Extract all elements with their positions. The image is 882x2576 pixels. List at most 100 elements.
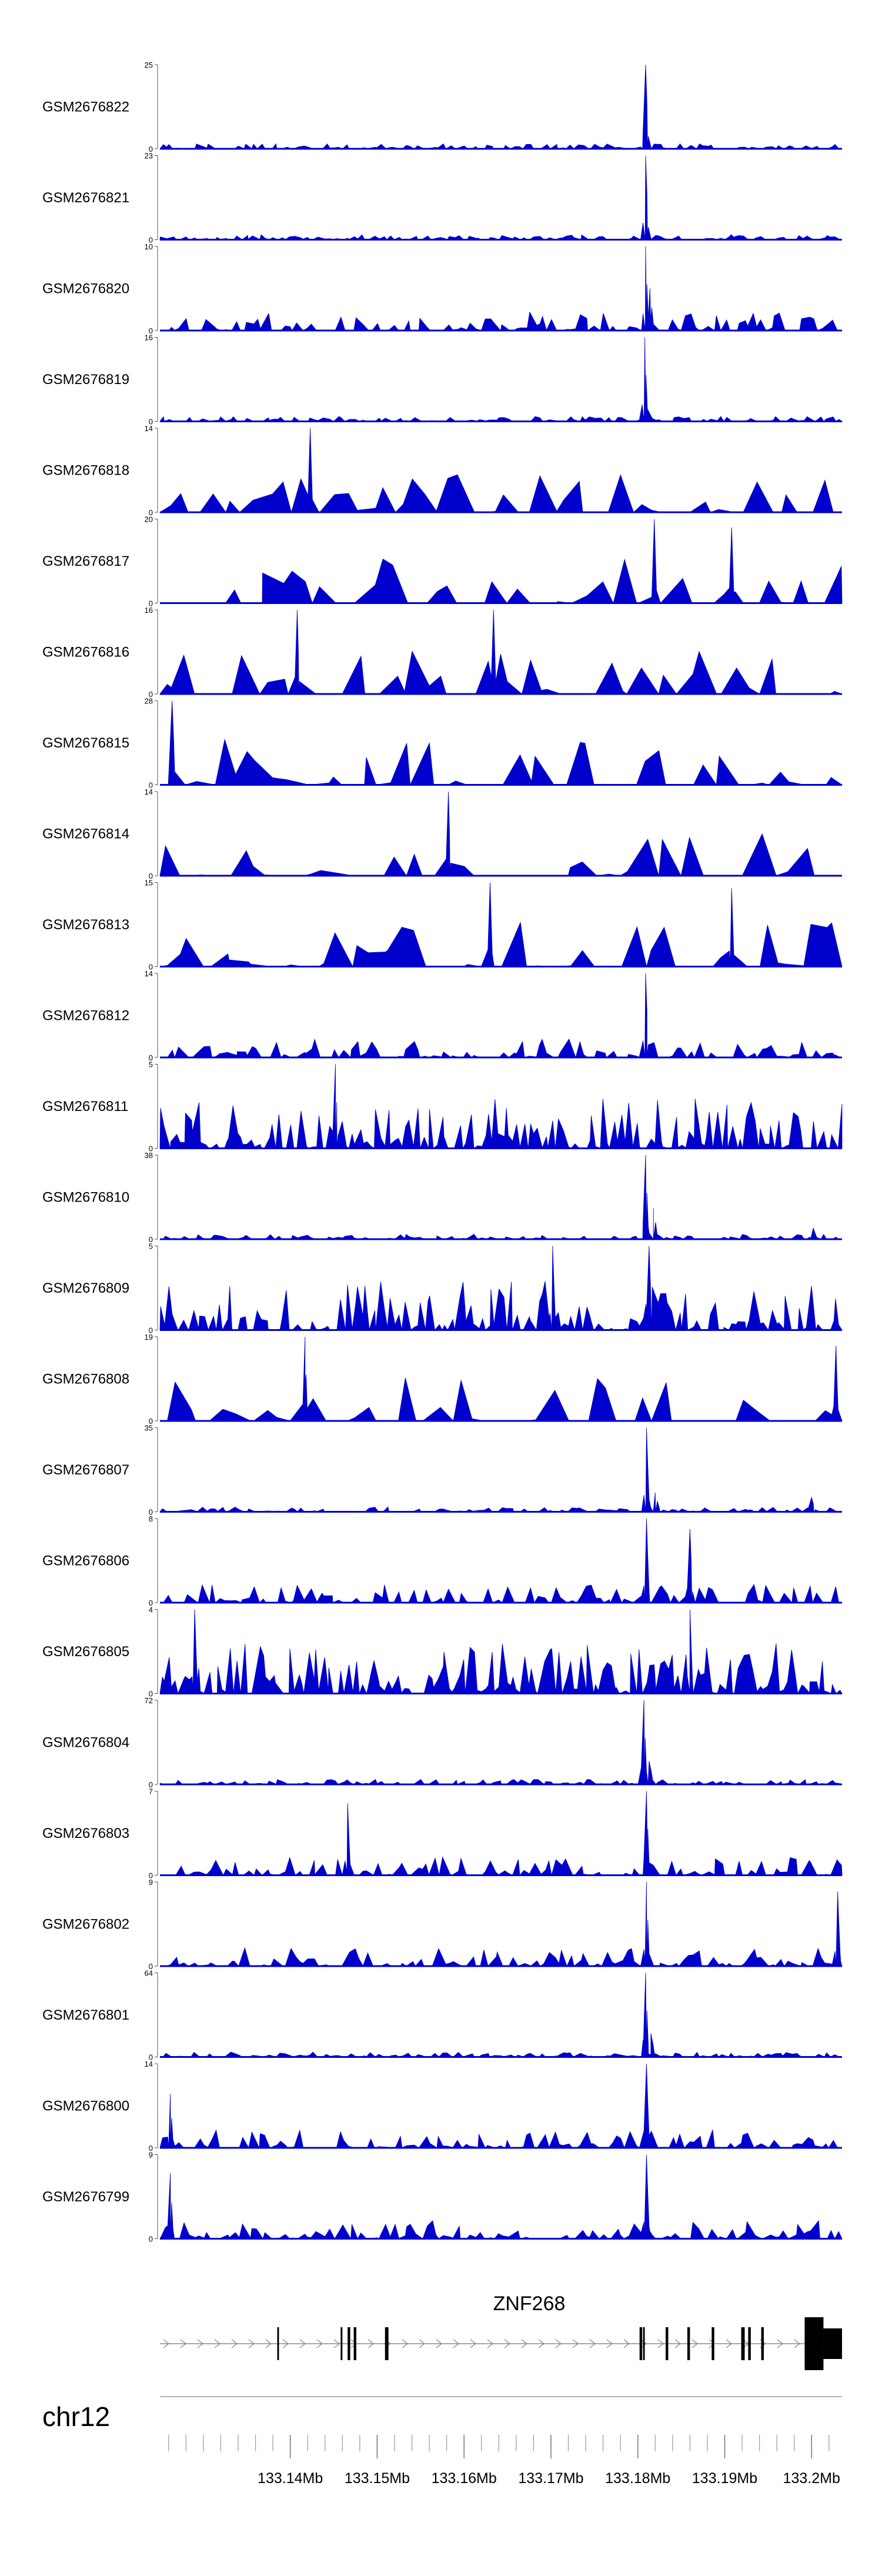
track-GSM2676800: GSM2676800 14 0 [42,2060,842,2153]
track-GSM2676805: GSM2676805 4 0 [42,1606,843,1699]
track-label: GSM2676804 [42,1735,129,1751]
strand-arrow [470,2339,477,2348]
track-label: GSM2676816 [42,645,129,660]
track-GSM2676811: GSM2676811 5 0 [42,1060,843,1153]
strand-arrow [402,2339,409,2348]
signal-tracks: GSM2676822250GSM2676821230GSM2676820100G… [42,61,843,2244]
y-tick-label-max: 15 [145,879,153,887]
y-tick-label-zero: 0 [149,1326,153,1335]
signal-area [159,246,843,332]
gene-name-label: ZNF268 [493,2293,566,2315]
track-label: GSM2676802 [42,1917,129,1933]
track-GSM2676808: GSM2676808 19 0 [42,1333,843,1426]
track-label: GSM2676813 [42,917,129,933]
exon [639,2327,643,2360]
signal-area [159,1246,843,1331]
track-label: GSM2676801 [42,2007,129,2023]
track-label: GSM2676822 [42,99,129,115]
track-label: GSM2676812 [42,1008,129,1024]
track-GSM2676803: GSM2676803 7 0 [42,1787,843,1880]
track-label: GSM2676805 [42,1644,129,1660]
signal-area [159,1518,842,1604]
track-GSM2676816: GSM2676816 16 0 [42,606,843,699]
track-label: GSM2676803 [42,1826,129,1841]
exon-utr-end [823,2328,842,2359]
signal-area [160,700,843,786]
track-label: GSM2676817 [42,553,129,569]
exon [687,2327,690,2360]
signal-area [159,64,842,149]
y-tick-label-zero: 0 [149,1780,153,1789]
y-tick-label-zero: 0 [149,326,153,335]
strand-arrow [555,2339,562,2348]
track-GSM2676799: GSM2676799 9 0 [42,2151,843,2244]
signal-area [159,791,842,877]
signal-area [160,1881,843,1967]
strand-arrow [504,2339,511,2348]
strand-arrow [214,2339,221,2348]
strand-arrow [299,2339,306,2348]
track-GSM2676806: GSM2676806 8 0 [42,1514,842,1607]
y-tick-label-max: 5 [149,1242,153,1251]
strand-arrow [316,2339,323,2348]
y-tick-label-max: 5 [149,1060,153,1069]
strand-arrow [777,2339,784,2348]
track-label: GSM2676808 [42,1372,129,1387]
exon [643,2327,645,2360]
strand-arrow [487,2339,494,2348]
strand-arrow [589,2339,596,2348]
y-tick-label-zero: 0 [149,1053,153,1062]
strand-arrow [794,2339,801,2348]
signal-area [160,1791,843,1876]
signal-area [159,609,843,695]
exon [277,2327,279,2360]
exon [741,2327,745,2360]
exon [761,2327,764,2360]
strand-arrow [691,2339,699,2348]
strand-arrow [606,2339,613,2348]
track-GSM2676807: GSM2676807 35 0 [42,1424,843,1517]
y-tick-label-max: 9 [149,1878,153,1887]
y-tick-label-max: 14 [145,788,153,796]
y-tick-label-zero: 0 [149,145,153,154]
y-tick-label-zero: 0 [149,508,153,517]
strand-arrow [657,2339,664,2348]
axis-tick-label: 133.14Mb [258,2470,323,2487]
y-tick-label-max: 23 [145,152,153,161]
y-tick-label-max: 38 [145,1151,153,1160]
axis-tick-label: 133.18Mb [605,2470,670,2487]
signal-area [160,973,842,1059]
y-tick-label-zero: 0 [149,1871,153,1880]
strand-arrow [640,2339,647,2348]
axis-tick-label: 133.16Mb [432,2470,497,2487]
track-label: GSM2676820 [42,281,129,297]
y-tick-label-max: 8 [149,1514,153,1523]
track-GSM2676812: GSM2676812 14 0 [42,969,842,1062]
y-tick-label-zero: 0 [149,2144,153,2153]
track-label: GSM2676807 [42,1462,129,1478]
track-label: GSM2676800 [42,2098,129,2114]
y-tick-label-max: 64 [145,1969,153,1978]
signal-area [159,1973,842,2058]
strand-arrow [163,2339,170,2348]
strand-arrow [419,2339,426,2348]
y-tick-label-zero: 0 [149,872,153,880]
signal-area [159,1700,843,1785]
strand-arrow [350,2339,358,2348]
y-tick-label-zero: 0 [149,1417,153,1426]
y-tick-label-max: 10 [145,242,153,251]
track-GSM2676819: GSM2676819 16 0 [42,333,843,426]
y-tick-label-max: 16 [145,333,153,342]
strand-arrow [333,2339,340,2348]
y-tick-label-zero: 0 [149,781,153,790]
signal-area [160,1336,843,1422]
y-tick-label-max: 14 [145,424,153,433]
signal-area [159,2063,842,2149]
strand-arrow [572,2339,579,2348]
track-label: GSM2676810 [42,1190,129,1206]
signal-area [159,337,843,422]
strand-arrow [248,2339,255,2348]
y-tick-label-max: 28 [145,697,153,706]
strand-arrow [453,2339,460,2348]
